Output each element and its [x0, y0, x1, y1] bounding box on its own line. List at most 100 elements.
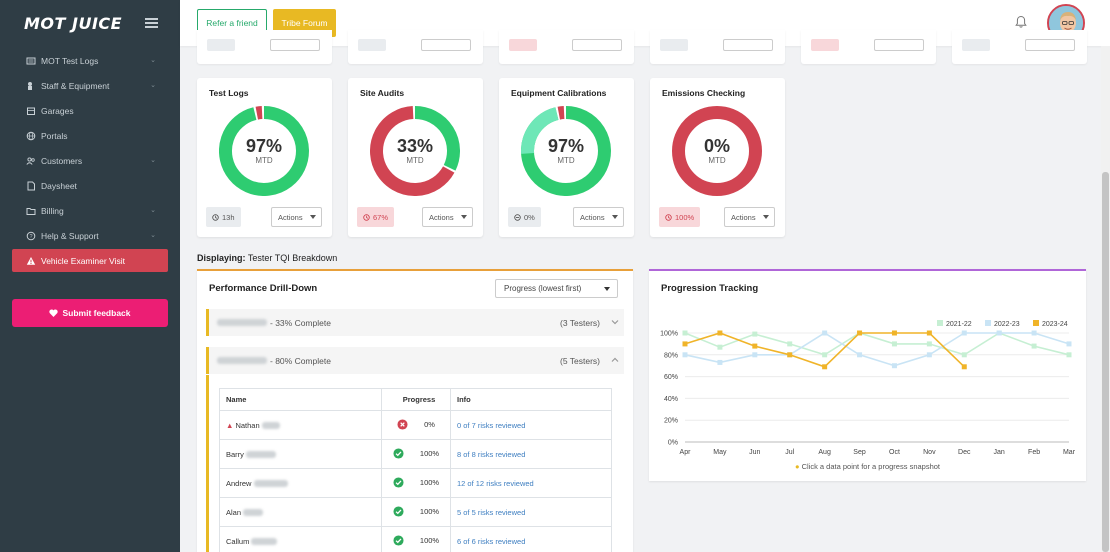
data-point[interactable] [787, 352, 793, 358]
data-point[interactable] [1031, 343, 1037, 349]
info-link[interactable]: 5 of 5 risks reviewed [457, 507, 526, 517]
actions-dropdown[interactable]: Actions [271, 207, 322, 227]
info-cell[interactable]: 12 of 12 risks reviewed [450, 468, 612, 498]
table-row[interactable]: Andrew 100% 12 of 12 risks reviewed [219, 468, 612, 498]
series-line-2023-24 [684, 332, 965, 368]
sidebar-item-label: MOT Test Logs [41, 55, 99, 66]
y-tick-label: 80% [664, 352, 678, 359]
table-row[interactable]: Barry 100% 8 of 8 risks reviewed [219, 439, 612, 469]
sidebar-item-help-support[interactable]: ? Help & Support ⌄ [0, 223, 180, 248]
data-point[interactable] [822, 352, 828, 358]
tester-group-expanded[interactable]: - 80% Complete (5 Testers) [206, 347, 624, 374]
data-point[interactable] [1031, 330, 1037, 336]
progress-value: 100% [419, 506, 440, 516]
data-point[interactable] [926, 352, 932, 358]
donut-percent: 97% [547, 136, 585, 156]
progress-value: 100% [419, 448, 440, 458]
chevron-down-icon[interactable] [611, 318, 619, 326]
sidebar-item-label: Garages [41, 105, 74, 116]
donut-chart [219, 106, 309, 196]
submit-feedback-button[interactable]: Submit feedback [12, 299, 168, 327]
table-row[interactable]: ▲ Nathan 0% 0 of 7 risks reviewed [219, 410, 612, 440]
data-point[interactable] [961, 364, 967, 370]
legend-label: 2023-24 [1042, 321, 1068, 328]
redacted-surname [246, 451, 277, 459]
partial-card [952, 30, 1087, 64]
tester-name: Andrew [226, 478, 252, 488]
data-point[interactable] [682, 352, 688, 358]
data-point[interactable] [891, 330, 897, 336]
info-link[interactable]: 8 of 8 risks reviewed [457, 449, 526, 459]
chevron-down-icon: ⌄ [150, 207, 156, 214]
bell-icon[interactable] [1014, 15, 1028, 29]
data-point[interactable] [1066, 341, 1072, 347]
data-point[interactable] [961, 352, 967, 358]
panel-title: Progression Tracking [661, 283, 759, 294]
actions-dropdown[interactable]: Actions [422, 207, 473, 227]
progress-value: 100% [419, 477, 440, 487]
sidebar-item-garages[interactable]: Garages [0, 98, 180, 123]
sidebar-item-label: Portals [41, 130, 68, 141]
sidebar-item-customers[interactable]: Customers ⌄ [0, 148, 180, 173]
page-scrollbar-thumb[interactable] [1102, 172, 1109, 552]
info-link[interactable]: 12 of 12 risks reviewed [457, 478, 534, 488]
list-icon [26, 56, 36, 66]
donut-remaining-arc [370, 106, 455, 196]
app-logo[interactable]: MOT JUICE [24, 13, 123, 33]
info-cell[interactable]: 0 of 7 risks reviewed [450, 410, 612, 440]
warning-icon: ▲ [226, 420, 234, 430]
table-row[interactable]: Callum 100% 6 of 6 risks reviewed [219, 526, 612, 552]
sidebar-item-staff-equipment[interactable]: Staff & Equipment ⌄ [0, 73, 180, 98]
data-point[interactable] [717, 359, 723, 365]
data-point[interactable] [857, 352, 863, 358]
data-point[interactable] [926, 330, 932, 336]
sidebar-item-portals[interactable]: Portals [0, 123, 180, 148]
data-point[interactable] [996, 330, 1002, 336]
data-point[interactable] [926, 341, 932, 347]
caret-down-icon [604, 287, 610, 291]
progress-cell: 0% [381, 410, 451, 440]
menu-toggle-icon[interactable] [145, 18, 158, 28]
data-point[interactable] [891, 341, 897, 347]
data-point[interactable] [822, 364, 828, 370]
help-icon: ? [26, 231, 36, 241]
info-cell[interactable]: 5 of 5 risks reviewed [450, 497, 612, 527]
sidebar-item-label: Staff & Equipment [41, 80, 110, 91]
users-icon [26, 156, 36, 166]
tester-group-collapsed[interactable]: - 33% Complete (3 Testers) [206, 309, 624, 336]
data-point[interactable] [682, 341, 688, 347]
progression-line-chart[interactable]: 0% 20% 40% 60% 80% 100% Apr May Jun Jul Aug Sep Oct N… [649, 311, 1086, 483]
card-title: Test Logs [209, 88, 249, 98]
info-cell[interactable]: 8 of 8 risks reviewed [450, 439, 612, 469]
info-link[interactable]: 6 of 6 risks reviewed [457, 536, 526, 546]
data-point[interactable] [787, 341, 793, 347]
data-point[interactable] [752, 352, 758, 358]
sidebar-item-label: Help & Support [41, 230, 99, 241]
data-point[interactable] [717, 330, 723, 336]
table-row[interactable]: Alan 100% 5 of 5 risks reviewed [219, 497, 612, 527]
data-point[interactable] [961, 330, 967, 336]
data-point[interactable] [717, 344, 723, 350]
data-point[interactable] [752, 331, 758, 337]
data-point[interactable] [822, 330, 828, 336]
data-point[interactable] [682, 330, 688, 336]
sidebar-item-daysheet[interactable]: Daysheet [0, 173, 180, 198]
data-point[interactable] [891, 363, 897, 369]
sidebar-item-billing[interactable]: Billing ⌄ [0, 198, 180, 223]
info-link[interactable]: 0 of 7 risks reviewed [457, 420, 526, 430]
actions-dropdown[interactable]: Actions [724, 207, 775, 227]
donut-percent: 33% [396, 136, 434, 156]
sidebar-item-mot-test-logs[interactable]: MOT Test Logs ⌄ [0, 48, 180, 73]
x-tick-label: Jul [785, 449, 794, 456]
data-point[interactable] [857, 330, 863, 336]
info-cell[interactable]: 6 of 6 risks reviewed [450, 526, 612, 552]
actions-dropdown[interactable]: Actions [573, 207, 624, 227]
partial-card [650, 30, 785, 64]
column-header-info: Info [450, 388, 612, 411]
sidebar-item-vehicle-examiner-visit[interactable]: Vehicle Examiner Visit [12, 249, 168, 272]
data-point[interactable] [752, 343, 758, 349]
sort-select[interactable]: Progress (lowest first) [495, 279, 618, 298]
data-point[interactable] [1066, 352, 1072, 358]
donut-chart [521, 106, 611, 196]
chevron-up-icon[interactable] [611, 356, 619, 364]
